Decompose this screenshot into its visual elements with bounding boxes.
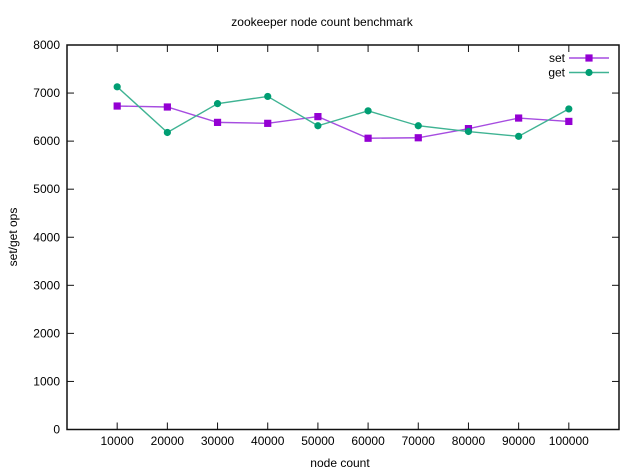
- data-point-get: [565, 105, 573, 113]
- x-tick-label: 30000: [201, 434, 235, 448]
- series-line-set: [117, 105, 569, 139]
- y-tick-label: 8000: [33, 38, 60, 52]
- data-point-get: [264, 92, 272, 101]
- legend-label-get: get: [548, 66, 565, 80]
- data-point-get: [314, 122, 322, 130]
- x-tick-label: 10000: [100, 434, 134, 448]
- data-point-get: [113, 83, 121, 91]
- data-point-set: [515, 114, 523, 122]
- y-axis-label: set/get ops: [6, 208, 20, 267]
- data-point-get: [364, 107, 372, 115]
- x-tick-label: 40000: [251, 434, 285, 448]
- x-axis-label: node count: [310, 456, 370, 470]
- x-tick-label: 70000: [402, 434, 436, 448]
- data-point-set: [565, 117, 573, 126]
- y-tick-label: 0: [53, 423, 60, 437]
- x-tick-label: 90000: [502, 434, 536, 448]
- data-point-set: [364, 134, 372, 142]
- data-point-get: [464, 127, 473, 136]
- data-point-set: [163, 103, 171, 111]
- x-tick-label: 80000: [452, 434, 486, 448]
- legend-marker-set: [585, 54, 593, 62]
- legend-label-set: set: [549, 51, 566, 65]
- data-point-set: [264, 119, 272, 127]
- data-point-get: [163, 128, 171, 137]
- x-tick-label: 100000: [549, 434, 589, 448]
- x-tick-label: 50000: [301, 434, 335, 448]
- data-point-set: [113, 102, 121, 110]
- y-tick-label: 2000: [33, 326, 60, 340]
- data-point-get: [213, 100, 222, 108]
- plot-dynamic-layer: 10000 20000 30000 40000 50000 60000 70000 80000…: [33, 38, 620, 448]
- data-point-set: [414, 134, 422, 142]
- data-point-get: [515, 132, 523, 140]
- chart-title: zookeeper node count benchmark: [231, 15, 413, 29]
- x-tick-label: 60000: [351, 434, 385, 448]
- legend-marker-get: [585, 68, 593, 77]
- plot-border: [66, 44, 620, 431]
- y-tick-label: 3000: [33, 278, 60, 292]
- y-tick-label: 5000: [33, 182, 60, 196]
- series-line-get: [116, 86, 570, 138]
- data-point-set: [314, 113, 322, 121]
- y-tick-label: 7000: [33, 86, 60, 100]
- y-tick-label: 6000: [33, 134, 60, 148]
- x-tick-label: 20000: [151, 434, 185, 448]
- data-point-set: [213, 118, 222, 126]
- y-tick-label: 4000: [33, 230, 60, 244]
- data-point-get: [414, 122, 422, 130]
- y-tick-label: 1000: [33, 374, 60, 388]
